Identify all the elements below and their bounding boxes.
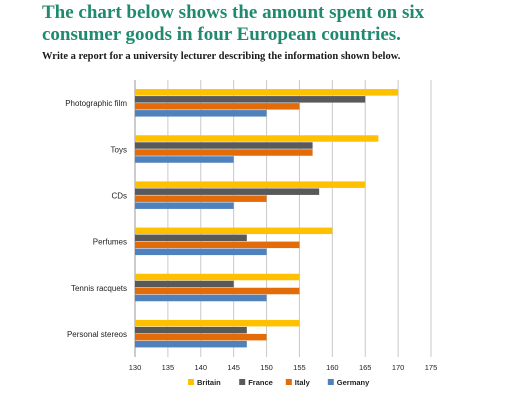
legend-label-germany: Germany — [337, 378, 370, 387]
bar-france — [135, 142, 313, 149]
category-label: CDs — [111, 191, 127, 200]
bar-italy — [135, 149, 313, 156]
bar-germany — [135, 248, 267, 256]
x-tick-label: 135 — [162, 363, 175, 372]
bar-germany — [135, 202, 234, 209]
category-label: Perfumes — [93, 238, 127, 247]
bar-britain — [135, 135, 379, 142]
bar-italy — [135, 241, 300, 249]
bar-italy — [135, 195, 267, 202]
bar-italy — [135, 333, 267, 341]
x-tick-label: 140 — [195, 363, 208, 372]
bar-france — [135, 326, 247, 334]
task-instruction: Write a report for a university lecturer… — [42, 51, 401, 62]
category-label: Toys — [111, 145, 127, 154]
legend-label-italy: Italy — [295, 378, 311, 387]
bar-britain — [135, 319, 300, 327]
bar-italy — [135, 103, 300, 110]
legend-swatch-france — [239, 379, 246, 385]
bar-france — [135, 188, 320, 195]
bar-germany — [135, 110, 267, 117]
legend-label-britain: Britain — [197, 378, 221, 387]
bar-france — [135, 280, 234, 288]
x-tick-label: 130 — [129, 363, 142, 372]
x-tick-label: 150 — [260, 363, 273, 372]
bar-france — [135, 96, 366, 103]
x-tick-label: 155 — [293, 363, 306, 372]
legend-label-france: France — [248, 378, 273, 387]
legend-swatch-britain — [188, 379, 194, 385]
bar-britain — [135, 89, 399, 96]
legend-swatch-italy — [285, 379, 292, 385]
x-tick-label: 145 — [227, 363, 240, 372]
category-label: Tennis racquets — [71, 284, 127, 293]
x-tick-label: 160 — [326, 363, 339, 372]
bar-britain — [135, 181, 366, 188]
x-tick-label: 170 — [392, 363, 405, 372]
chart-heading: The chart below shows the amount spent o… — [42, 2, 425, 45]
category-label: Personal stereos — [67, 330, 127, 339]
bar-germany — [135, 156, 234, 163]
bar-britain — [135, 227, 333, 235]
legend-swatch-germany — [327, 379, 334, 385]
x-tick-label: 165 — [359, 363, 372, 372]
bar-germany — [135, 340, 247, 348]
category-label: Photographic film — [65, 99, 127, 108]
bar-italy — [135, 287, 300, 295]
bar-britain — [135, 273, 300, 281]
bar-germany — [135, 294, 267, 302]
bar-france — [135, 234, 247, 242]
x-tick-label: 175 — [425, 363, 438, 372]
